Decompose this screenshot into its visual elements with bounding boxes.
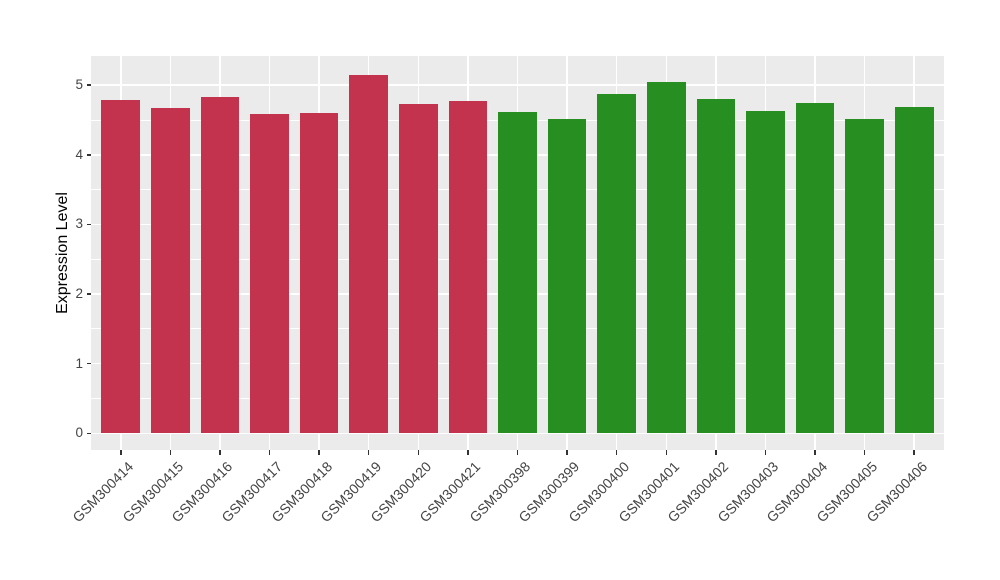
y-tick-label: 1	[75, 355, 83, 371]
bar-gsm300414	[101, 99, 141, 434]
bar-gsm300399	[547, 118, 587, 434]
y-tick-label: 3	[75, 216, 83, 232]
bar-gsm300418	[299, 113, 339, 434]
x-axis-tick	[566, 450, 568, 455]
y-axis-tick	[86, 223, 91, 226]
bar-gsm300402	[696, 99, 736, 434]
bar-gsm300416	[200, 97, 240, 434]
y-tick-label: 0	[75, 425, 83, 441]
x-axis-tick	[615, 450, 618, 455]
x-axis-tick	[169, 450, 172, 455]
x-axis-tick	[219, 450, 221, 455]
x-axis-tick	[467, 450, 469, 455]
x-axis-tick	[318, 450, 320, 455]
bar-gsm300398	[498, 111, 537, 434]
bar-gsm300405	[845, 118, 884, 434]
x-axis-tick	[665, 450, 668, 455]
y-axis-tick	[86, 154, 91, 156]
bar-gsm300406	[894, 106, 934, 434]
y-axis-tick	[86, 362, 91, 365]
y-tick-label: 2	[75, 286, 83, 302]
bar-gsm300417	[250, 114, 289, 434]
x-axis-tick	[120, 450, 122, 455]
y-axis-tick	[86, 84, 91, 86]
y-axis-tick	[86, 293, 91, 295]
x-axis-tick	[516, 450, 519, 455]
x-axis-tick	[715, 450, 717, 455]
bar-gsm300404	[795, 103, 835, 434]
x-axis-tick	[268, 450, 271, 455]
y-axis-tick	[86, 432, 91, 435]
bar-gsm300421	[448, 101, 488, 434]
bar-gsm300419	[349, 75, 389, 434]
x-axis-tick	[913, 450, 915, 455]
x-axis-tick	[417, 450, 420, 455]
x-axis-tick	[764, 450, 767, 455]
x-axis-tick	[367, 450, 370, 455]
bar-gsm300403	[746, 110, 785, 434]
bar-gsm300400	[597, 93, 637, 434]
x-axis-tick	[863, 450, 866, 455]
bar-gsm300401	[646, 82, 686, 434]
y-tick-label: 5	[75, 77, 83, 93]
bar-gsm300415	[151, 108, 190, 434]
y-tick-label: 4	[75, 146, 83, 162]
bar-gsm300420	[398, 104, 438, 434]
x-axis-tick	[814, 450, 816, 455]
